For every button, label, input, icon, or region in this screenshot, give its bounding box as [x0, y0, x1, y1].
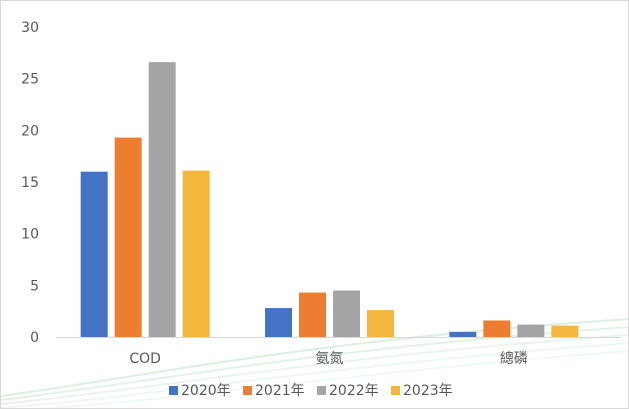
- bar-1-1: [299, 292, 326, 337]
- category-label-1: 氨氮: [316, 351, 344, 367]
- bar-1-3: [367, 310, 394, 337]
- bar-1-0: [265, 308, 292, 337]
- legend: 2020年 2021年 2022年 2023年: [169, 383, 453, 399]
- y-tick-label-1: 5: [30, 278, 39, 294]
- category-label-2: 總磷: [500, 350, 528, 367]
- bar-1-2: [333, 290, 360, 337]
- y-tick-label-2: 10: [21, 227, 39, 243]
- legend-swatch-2: [317, 386, 326, 395]
- legend-label-0: 2020年: [181, 383, 231, 399]
- bar-0-1: [114, 137, 142, 337]
- bars-group: [80, 62, 579, 338]
- y-tick-label-5: 25: [21, 72, 39, 88]
- legend-label-2: 2022年: [329, 383, 379, 399]
- y-tick-label-0: 0: [30, 330, 39, 346]
- bar-0-2: [148, 62, 176, 338]
- y-axis: 0 5 10 15 20 25 30: [21, 20, 39, 346]
- legend-swatch-1: [243, 386, 252, 395]
- bar-2-0: [449, 331, 477, 337]
- bar-2-1: [483, 320, 511, 337]
- category-labels: COD 氨氮 總磷: [129, 350, 527, 367]
- legend-label-3: 2023年: [403, 383, 453, 399]
- bar-0-3: [182, 170, 210, 337]
- legend-swatch-3: [391, 386, 400, 395]
- bar-2-3: [551, 325, 579, 337]
- legend-swatch-0: [169, 386, 178, 395]
- y-tick-label-6: 30: [21, 20, 39, 36]
- category-label-0: COD: [129, 351, 161, 367]
- legend-label-1: 2021年: [255, 383, 305, 399]
- bar-2-2: [517, 324, 545, 337]
- y-tick-label-3: 15: [21, 175, 39, 191]
- y-tick-label-4: 20: [21, 123, 39, 139]
- bar-0-0: [80, 171, 108, 337]
